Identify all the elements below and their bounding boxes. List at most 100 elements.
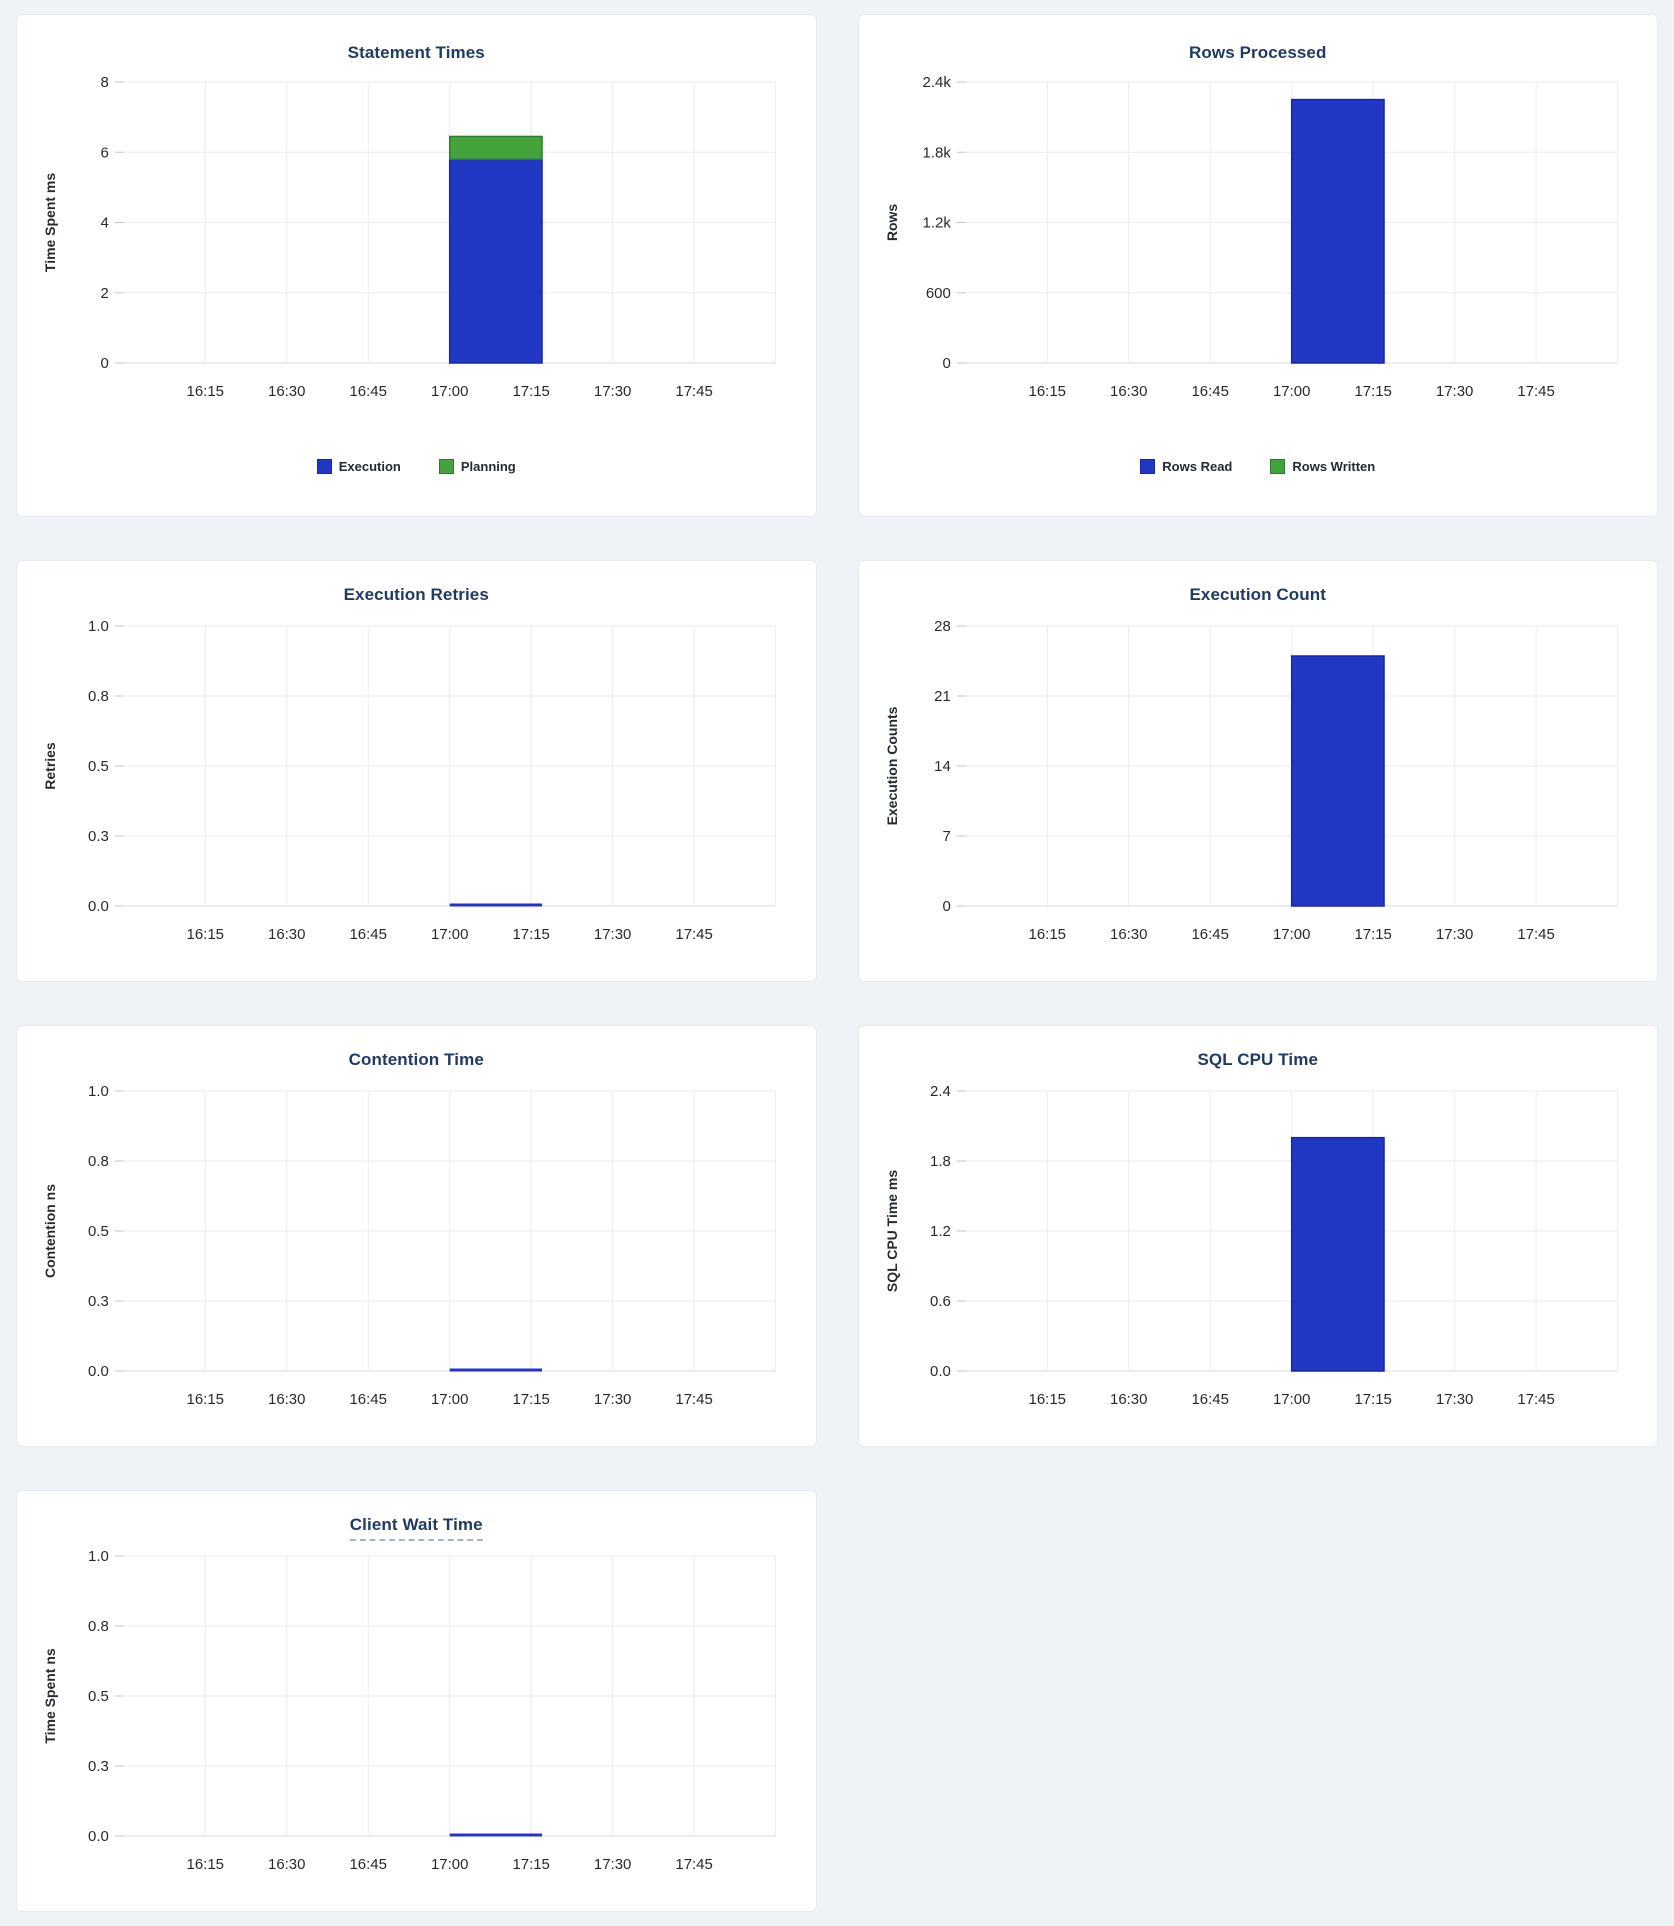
plot-area[interactable] [124, 1556, 776, 1836]
x-tick-label: 17:30 [1435, 383, 1472, 400]
legend-item[interactable]: Planning [438, 459, 516, 474]
x-tick-label: 17:15 [512, 1856, 549, 1873]
x-tick-label: 17:30 [594, 1391, 631, 1408]
chart-title-row: Execution Count [859, 585, 1658, 605]
y-tick-label: 6 [101, 144, 109, 161]
x-tick-label: 17:30 [1435, 926, 1472, 943]
y-axis-label: Rows [883, 204, 899, 242]
x-tick-label: 17:00 [1272, 1391, 1309, 1408]
legend-swatch [1140, 459, 1156, 474]
plot-area[interactable] [124, 1091, 776, 1371]
y-axis-label: Contention ns [42, 1184, 58, 1278]
bar-segment-execution[interactable] [448, 158, 543, 364]
x-tick-label: 16:45 [1191, 926, 1228, 943]
bar-segment-rows-read[interactable] [1290, 98, 1385, 364]
chart-title[interactable]: Client Wait Time [349, 1515, 483, 1541]
x-axis: 16:15 16:30 16:45 17:00 17:15 17:30 17:45 [187, 82, 777, 400]
x-tick-label: 17:45 [675, 383, 712, 400]
x-tick-label: 17:45 [675, 1856, 712, 1873]
chart-svg: 0.0 0.6 1.2 1.8 2.4 16:15 16:30 16:45 17:00 17:15… [883, 1083, 1618, 1408]
plot-area[interactable] [124, 82, 776, 363]
x-tick-label: 16:15 [187, 383, 224, 400]
x-tick-label: 16:45 [349, 383, 386, 400]
chart-card: Execution Count 0 7 14 21 28 16:15 16:30 16:45 1… [857, 560, 1658, 982]
y-tick-label: 1.8k [922, 144, 951, 161]
charts-grid: Statement Times 0 2 4 6 8 16:15 16:30 16:45 17:0… [16, 14, 1658, 1912]
bar-segment-sql-cpu-time[interactable] [1290, 1136, 1385, 1372]
legend-item[interactable]: Execution [316, 459, 401, 474]
legend-label: Rows Written [1292, 459, 1376, 474]
x-tick-label: 16:15 [1028, 1391, 1065, 1408]
legend-label: Execution [338, 459, 401, 474]
chart-title-row: Contention Time [17, 1050, 816, 1070]
chart-card: Rows Processed 0 600 1.2k 1.8k 2.4k 16:15 16:3… [857, 14, 1658, 517]
legend-swatch [1270, 459, 1286, 474]
chart-card: Statement Times 0 2 4 6 8 16:15 16:30 16:45 17:0… [16, 14, 817, 517]
chart-svg: 0.0 0.3 0.5 0.8 1.0 16:15 16:30 16:45 17:00 17:15… [42, 1083, 777, 1408]
x-tick-label: 17:45 [1517, 383, 1554, 400]
x-axis: 16:15 16:30 16:45 17:00 17:15 17:30 17:45 [187, 626, 777, 943]
x-tick-label: 16:45 [349, 1391, 386, 1408]
x-tick-label: 16:15 [187, 1856, 224, 1873]
y-tick-label: 28 [934, 618, 951, 635]
chart-title: Statement Times [347, 43, 485, 62]
chart-svg: 0.0 0.3 0.5 0.8 1.0 16:15 16:30 16:45 17:00 17:15… [42, 1548, 777, 1873]
y-tick-label: 1.8 [930, 1153, 951, 1170]
chart-card: Execution Retries 0.0 0.3 0.5 0.8 1.0 16:15 16… [16, 560, 817, 982]
x-tick-label: 17:45 [675, 1391, 712, 1408]
y-tick-label: 0.3 [88, 828, 109, 845]
plot-area[interactable] [965, 82, 1617, 363]
y-tick-label: 0.5 [88, 1223, 109, 1240]
x-tick-label: 17:00 [1272, 926, 1309, 943]
chart-title-row: Execution Retries [17, 585, 816, 605]
chart-title-row: Rows Processed [859, 43, 1658, 63]
y-axis-label: SQL CPU Time ms [883, 1170, 899, 1292]
bar-segment-execution-count[interactable] [1290, 655, 1385, 907]
x-tick-label: 16:30 [1110, 383, 1147, 400]
y-tick-label: 0.0 [88, 898, 109, 915]
bars [1290, 655, 1385, 907]
y-tick-label: 7 [942, 828, 950, 845]
y-tick-label: 1.2 [930, 1223, 951, 1240]
x-tick-label: 17:30 [594, 926, 631, 943]
x-tick-label: 17:45 [675, 926, 712, 943]
y-tick-label: 1.0 [88, 1083, 109, 1100]
y-tick-label: 0.8 [88, 688, 109, 705]
chart-title-row: Client Wait Time [17, 1515, 816, 1541]
y-tick-label: 0.3 [88, 1293, 109, 1310]
x-tick-label: 17:30 [1435, 1391, 1472, 1408]
x-tick-label: 16:45 [349, 1856, 386, 1873]
bars [1290, 1136, 1385, 1372]
x-tick-label: 17:15 [512, 926, 549, 943]
y-tick-label: 0.6 [930, 1293, 951, 1310]
plot-area[interactable] [124, 626, 776, 906]
chart-svg: 0.0 0.3 0.5 0.8 1.0 16:15 16:30 16:45 17:00 17:15… [42, 618, 777, 943]
y-tick-label: 0.5 [88, 758, 109, 775]
y-tick-label: 0.5 [88, 1688, 109, 1705]
y-tick-label: 0 [942, 898, 950, 915]
y-tick-label: 0.0 [930, 1363, 951, 1380]
legend-label: Rows Read [1162, 459, 1233, 474]
plot-area[interactable] [965, 626, 1617, 906]
chart-title: Execution Count [1189, 585, 1327, 604]
x-tick-label: 16:15 [1028, 926, 1065, 943]
x-tick-label: 16:30 [268, 926, 305, 943]
chart-title-row: SQL CPU Time [859, 1050, 1658, 1070]
chart-title: Contention Time [348, 1050, 484, 1069]
chart-card: Client Wait Time 0.0 0.3 0.5 0.8 1.0 16:15 16:… [16, 1490, 817, 1912]
y-axis-label: Time Spent ns [42, 1648, 58, 1744]
chart-card: Contention Time 0.0 0.3 0.5 0.8 1.0 16:15 16:3… [16, 1025, 817, 1447]
y-tick-label: 2.4 [930, 1083, 951, 1100]
x-tick-label: 16:15 [187, 926, 224, 943]
bar-segment-planning[interactable] [448, 135, 543, 161]
chart-title: Execution Retries [343, 585, 489, 604]
legend-item[interactable]: Rows Read [1140, 459, 1232, 474]
chart-card: SQL CPU Time 0.0 0.6 1.2 1.8 2.4 16:15 16:30 16… [857, 1025, 1658, 1447]
y-tick-label: 0 [101, 355, 109, 372]
legend-item[interactable]: Rows Written [1270, 459, 1375, 474]
plot-area[interactable] [965, 1091, 1617, 1371]
y-tick-label: 0.3 [88, 1758, 109, 1775]
chart-legend: Rows Read Rows Written [859, 459, 1658, 474]
bars [448, 135, 543, 364]
chart-title-row: Statement Times [17, 43, 816, 63]
